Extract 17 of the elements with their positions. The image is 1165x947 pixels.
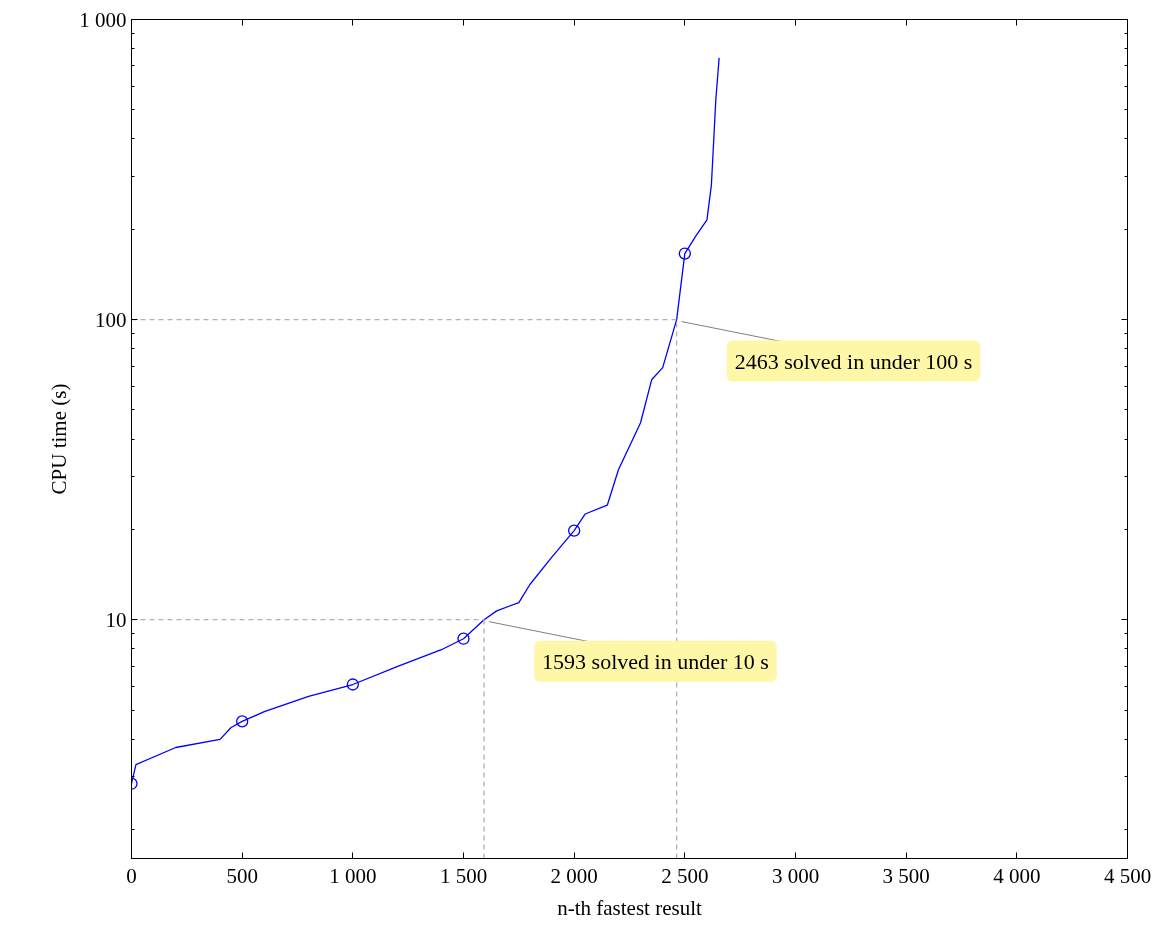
y-axis-title: CPU time (s) (47, 383, 72, 495)
annotation: 1593 solved in under 10 s (542, 648, 769, 674)
x-tick-label: 2 500 (661, 863, 709, 888)
annotation: 2463 solved in under 100 s (734, 348, 973, 374)
x-tick-label: 3 000 (771, 863, 820, 888)
x-tick-label: 1 000 (329, 863, 377, 888)
x-tick-label: 0 (126, 863, 137, 888)
y-tick-label: 100 (95, 307, 127, 332)
x-tick-label: 4 500 (1103, 863, 1152, 888)
x-tick-label: 2 000 (550, 863, 598, 888)
y-tick-label: 10 (105, 607, 127, 632)
x-tick-label: 3 500 (882, 863, 930, 888)
x-axis-title: n-th fastest result (557, 895, 702, 920)
x-tick-label: 4 000 (993, 863, 1041, 888)
x-tick-label: 1 500 (439, 863, 488, 888)
x-tick-label: 500 (226, 863, 258, 888)
y-tick-label: 1 000 (79, 7, 127, 32)
